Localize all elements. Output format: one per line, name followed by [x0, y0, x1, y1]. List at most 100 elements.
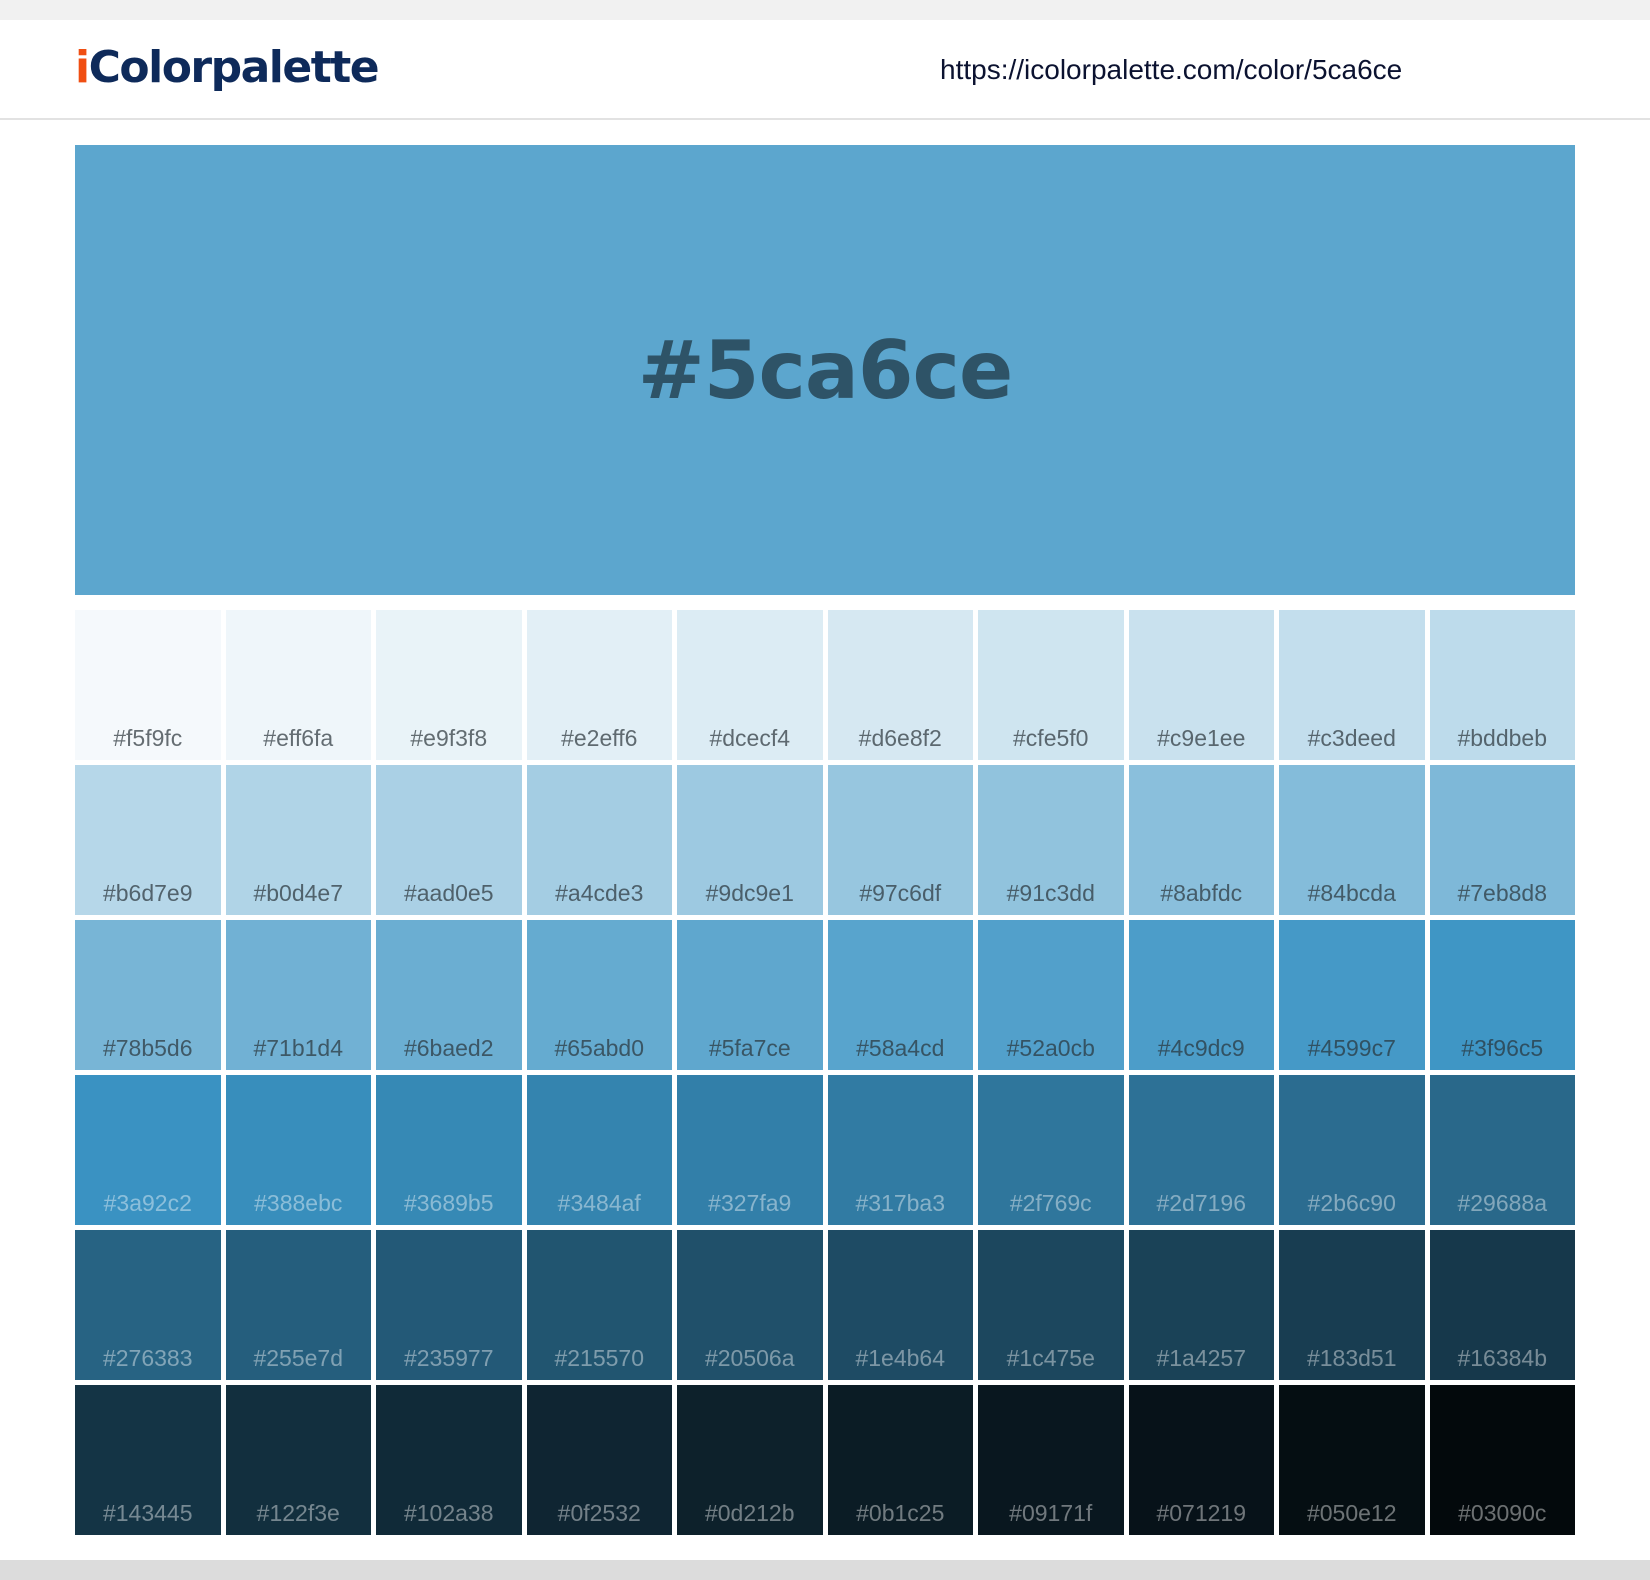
shade-hex-label: #c3deed	[1307, 725, 1396, 751]
shade-hex-label: #d6e8f2	[858, 725, 942, 751]
shade-swatch[interactable]: #c3deed	[1279, 610, 1425, 760]
shade-hex-label: #91c3dd	[1006, 880, 1095, 906]
shade-hex-label: #65abd0	[554, 1035, 645, 1061]
shade-swatch[interactable]: #b0d4e7	[225, 765, 371, 915]
page-url: https://icolorpalette.com/color/5ca6ce	[940, 54, 1403, 85]
shade-swatch[interactable]: #0d212b	[677, 1385, 823, 1535]
shade-swatch[interactable]: #dcecf4	[677, 610, 823, 760]
logo-text: Colorpalette	[88, 42, 380, 93]
shade-hex-label: #cfe5f0	[1013, 725, 1089, 751]
shade-swatch[interactable]: #327fa9	[677, 1075, 823, 1225]
shade-swatch[interactable]: #050e12	[1279, 1385, 1425, 1535]
shade-swatch[interactable]: #1a4257	[1128, 1230, 1274, 1380]
shade-hex-label: #5fa7ce	[708, 1035, 791, 1061]
shade-swatch[interactable]: #e9f3f8	[376, 610, 522, 760]
shade-hex-label: #dcecf4	[709, 725, 791, 751]
shade-hex-label: #255e7d	[253, 1345, 344, 1371]
logo[interactable]: iColorpalette	[75, 42, 380, 93]
shade-swatch[interactable]: #255e7d	[225, 1230, 371, 1380]
shade-swatch[interactable]: #aad0e5	[376, 765, 522, 915]
shade-hex-label: #2b6c90	[1307, 1190, 1396, 1216]
shade-hex-label: #0f2532	[557, 1500, 641, 1526]
shade-swatch[interactable]: #e2eff6	[526, 610, 672, 760]
shade-swatch[interactable]: #317ba3	[827, 1075, 973, 1225]
shade-swatch[interactable]: #2f769c	[978, 1075, 1124, 1225]
shade-hex-label: #b0d4e7	[253, 880, 344, 906]
shade-swatch[interactable]: #58a4cd	[827, 920, 973, 1070]
shade-swatch[interactable]: #16384b	[1429, 1230, 1575, 1380]
shade-swatch[interactable]: #65abd0	[526, 920, 672, 1070]
shade-swatch[interactable]: #6baed2	[376, 920, 522, 1070]
shade-swatch[interactable]: #91c3dd	[978, 765, 1124, 915]
shade-hex-label: #09171f	[1009, 1500, 1093, 1526]
shade-swatch[interactable]: #a4cde3	[526, 765, 672, 915]
shade-hex-label: #071219	[1156, 1500, 1247, 1526]
shade-hex-label: #1e4b64	[855, 1345, 946, 1371]
shade-swatch[interactable]: #84bcda	[1279, 765, 1425, 915]
shade-swatch[interactable]: #7eb8d8	[1429, 765, 1575, 915]
shade-swatch[interactable]: #c9e1ee	[1128, 610, 1274, 760]
shade-hex-label: #58a4cd	[856, 1035, 945, 1061]
shade-swatch[interactable]: #3484af	[526, 1075, 672, 1225]
shade-swatch[interactable]: #1c475e	[978, 1230, 1124, 1380]
shade-swatch[interactable]: #143445	[75, 1385, 221, 1535]
shade-hex-label: #388ebc	[254, 1190, 343, 1216]
shade-hex-label: #71b1d4	[253, 1035, 344, 1061]
shade-hex-label: #6baed2	[403, 1035, 494, 1061]
shade-swatch[interactable]: #09171f	[978, 1385, 1124, 1535]
shade-hex-label: #16384b	[1457, 1345, 1548, 1371]
shade-swatch[interactable]: #4c9dc9	[1128, 920, 1274, 1070]
shade-swatch[interactable]: #f5f9fc	[75, 610, 221, 760]
shade-swatch[interactable]: #183d51	[1279, 1230, 1425, 1380]
main-content: #5ca6ce #f5f9fc #eff6fa #e9f3f8 #e2eff6 #dce…	[0, 120, 1650, 1560]
shade-swatch[interactable]: #071219	[1128, 1385, 1274, 1535]
shade-swatch[interactable]: #52a0cb	[978, 920, 1124, 1070]
shade-swatch[interactable]: #2b6c90	[1279, 1075, 1425, 1225]
shade-hex-label: #e9f3f8	[410, 725, 488, 751]
shade-grid: #f5f9fc #eff6fa #e9f3f8 #e2eff6 #dcecf4 #d6e8…	[75, 610, 1575, 1535]
shade-hex-label: #276383	[102, 1345, 193, 1371]
shade-swatch[interactable]: #2d7196	[1128, 1075, 1274, 1225]
shade-hex-label: #122f3e	[256, 1500, 340, 1526]
shade-swatch[interactable]: #0f2532	[526, 1385, 672, 1535]
shade-swatch[interactable]: #276383	[75, 1230, 221, 1380]
shade-swatch[interactable]: #4599c7	[1279, 920, 1425, 1070]
shade-swatch[interactable]: #1e4b64	[827, 1230, 973, 1380]
shade-hex-label: #3f96c5	[1461, 1035, 1544, 1061]
shade-swatch[interactable]: #03090c	[1429, 1385, 1575, 1535]
shade-swatch[interactable]: #215570	[526, 1230, 672, 1380]
shade-swatch[interactable]: #71b1d4	[225, 920, 371, 1070]
shade-swatch[interactable]: #20506a	[677, 1230, 823, 1380]
shade-hex-label: #235977	[403, 1345, 494, 1371]
shade-swatch[interactable]: #3689b5	[376, 1075, 522, 1225]
shade-swatch[interactable]: #3f96c5	[1429, 920, 1575, 1070]
shade-hex-label: #2f769c	[1009, 1190, 1092, 1216]
shade-hex-label: #a4cde3	[555, 880, 644, 906]
shade-swatch[interactable]: #97c6df	[827, 765, 973, 915]
shade-hex-label: #20506a	[704, 1345, 795, 1371]
shade-hex-label: #eff6fa	[263, 725, 334, 751]
shade-hex-label: #f5f9fc	[113, 725, 183, 751]
shade-swatch[interactable]: #29688a	[1429, 1075, 1575, 1225]
shade-hex-label: #9dc9e1	[705, 880, 794, 906]
shade-swatch[interactable]: #8abfdc	[1128, 765, 1274, 915]
shade-swatch[interactable]: #b6d7e9	[75, 765, 221, 915]
shade-swatch[interactable]: #388ebc	[225, 1075, 371, 1225]
shade-swatch[interactable]: #9dc9e1	[677, 765, 823, 915]
shade-swatch[interactable]: #0b1c25	[827, 1385, 973, 1535]
shade-hex-label: #4c9dc9	[1157, 1035, 1245, 1061]
shade-swatch[interactable]: #102a38	[376, 1385, 522, 1535]
shade-hex-label: #0d212b	[704, 1500, 795, 1526]
shade-swatch[interactable]: #d6e8f2	[827, 610, 973, 760]
shade-swatch[interactable]: #78b5d6	[75, 920, 221, 1070]
shade-swatch[interactable]: #235977	[376, 1230, 522, 1380]
shade-swatch[interactable]: #3a92c2	[75, 1075, 221, 1225]
shade-hex-label: #29688a	[1457, 1190, 1548, 1216]
shade-swatch[interactable]: #cfe5f0	[978, 610, 1124, 760]
shade-swatch[interactable]: #5fa7ce	[677, 920, 823, 1070]
shade-hex-label: #215570	[554, 1345, 645, 1371]
shade-swatch[interactable]: #122f3e	[225, 1385, 371, 1535]
shade-swatch[interactable]: #bddbeb	[1429, 610, 1575, 760]
shade-hex-label: #3484af	[557, 1190, 641, 1216]
shade-swatch[interactable]: #eff6fa	[225, 610, 371, 760]
